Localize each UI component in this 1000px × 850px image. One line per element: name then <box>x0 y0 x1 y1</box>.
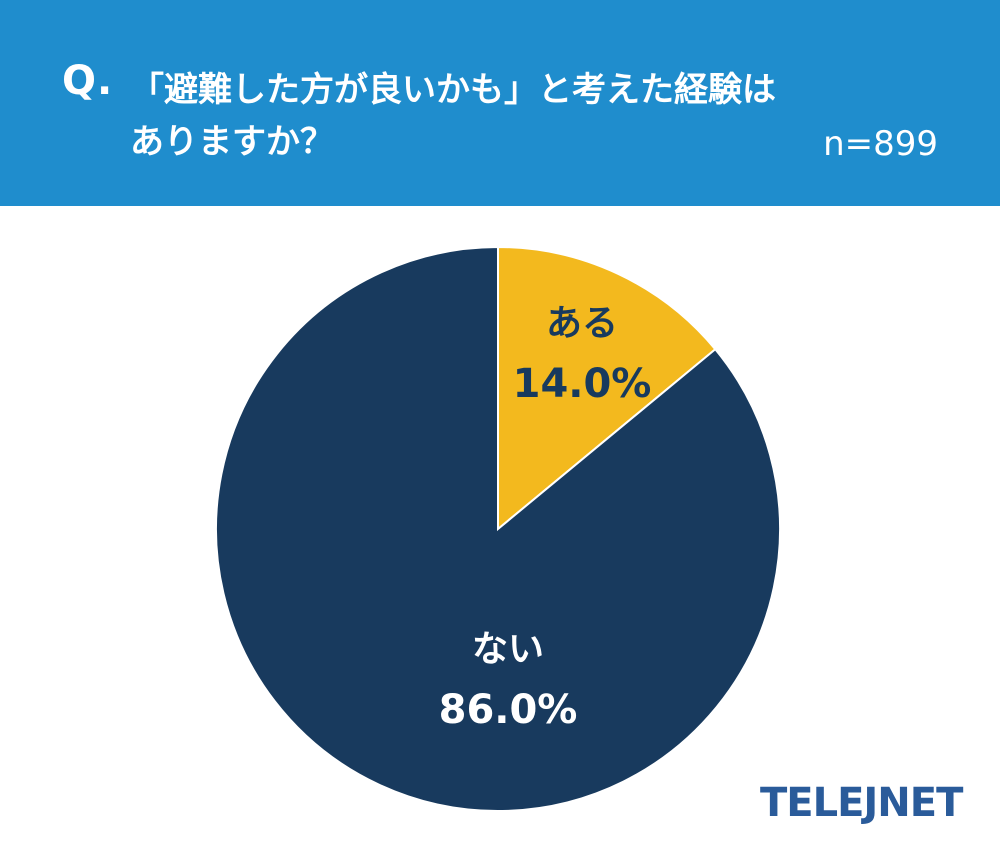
sample-size: n=899 <box>823 124 938 164</box>
slice-label-1: ある <box>546 303 618 344</box>
question-header: Q. 「避難した方が良いかも」と考えた経験は ありますか？ n=899 <box>0 0 1000 206</box>
question-text-line2: ありますか？ <box>130 122 334 162</box>
slice-label-2: ない <box>472 629 544 670</box>
slice-value-2: 86.0% <box>439 687 578 733</box>
pie-slice-2 <box>215 245 781 812</box>
pie-slice-1 <box>497 245 717 532</box>
slice-value-1: 14.0% <box>513 361 652 407</box>
question-text-line1: 「避難した方が良いかも」と考えた経験は <box>130 70 776 110</box>
pie-chart: ある 14.0% ない 86.0% <box>215 245 781 812</box>
question-prefix: Q. <box>62 58 114 104</box>
telenet-logo: TELEJNET <box>760 780 963 826</box>
